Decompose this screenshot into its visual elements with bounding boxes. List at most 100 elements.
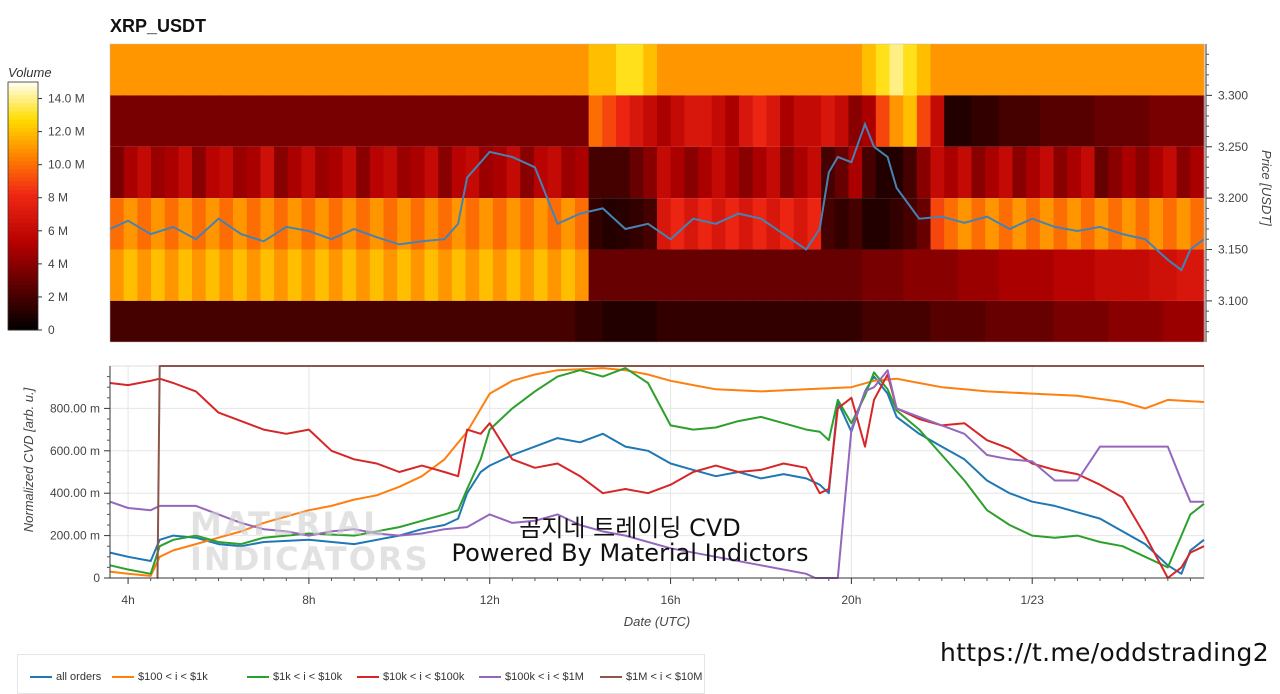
heatmap-cell — [561, 44, 576, 96]
heatmap-cell — [834, 44, 850, 96]
heatmap-cell — [274, 300, 289, 342]
heatmap-cell — [1190, 146, 1205, 199]
heatmap-cell — [164, 44, 179, 96]
heatmap-cell — [1053, 44, 1068, 96]
heatmap-cell — [1067, 249, 1082, 301]
heatmap-cell — [629, 249, 644, 301]
heatmap-frame — [109, 43, 1205, 343]
heatmap-cell — [342, 95, 357, 147]
heatmap-cell — [780, 198, 795, 250]
legend-item[interactable]: $100k < i < $1M — [479, 671, 584, 683]
heatmap-cell — [1176, 44, 1191, 96]
heatmap-cell — [848, 198, 863, 250]
heatmap-cell — [1149, 198, 1164, 250]
heatmap-cell — [287, 198, 303, 250]
heatmap-cell — [164, 146, 179, 199]
heatmap-cell — [1094, 146, 1109, 199]
colorbar-segment — [8, 255, 38, 261]
heatmap-cell — [520, 300, 535, 342]
colorbar-segment — [8, 123, 38, 128]
legend-item[interactable]: $1M < i < $10M — [600, 671, 702, 683]
heatmap-cell — [889, 249, 904, 301]
heatmap-cell — [1094, 300, 1109, 342]
heatmap-cell — [916, 198, 932, 250]
legend-label: all orders — [56, 671, 102, 683]
heatmap-cell — [123, 198, 138, 250]
legend-swatch — [357, 676, 379, 678]
heatmap-cell — [533, 44, 549, 96]
heatmap-cell — [862, 198, 877, 250]
heatmap-cell — [287, 44, 303, 96]
price-line — [109, 121, 1205, 272]
heatmap-cell — [930, 95, 945, 147]
heatmap-cell — [1135, 198, 1150, 250]
heatmap-cell — [1080, 44, 1096, 96]
price-axis-label: Price [USDT] — [1259, 150, 1274, 226]
heatmap-cell — [574, 300, 590, 342]
heatmap-cell — [438, 44, 453, 96]
heatmap-cell — [615, 44, 631, 96]
heatmap-cell — [875, 146, 891, 199]
colorbar-segment — [8, 218, 38, 224]
heatmap-cell — [533, 249, 549, 301]
legend-item[interactable]: $1k < i < $10k — [247, 671, 342, 683]
heatmap-cell — [465, 198, 480, 250]
heatmap-cell — [246, 198, 262, 250]
heatmap-cell — [889, 44, 904, 96]
heatmap-cell — [492, 300, 508, 342]
heatmap-cell — [465, 44, 480, 96]
heatmap-cell — [862, 300, 877, 342]
legend-item[interactable]: $10k < i < $100k — [357, 671, 464, 683]
heatmap-cell — [739, 146, 754, 199]
heatmap-cell — [725, 300, 740, 342]
legend-swatch — [30, 676, 52, 678]
heatmap-cell — [957, 300, 973, 342]
colorbar-segment — [8, 152, 38, 157]
heatmap-cell — [574, 146, 590, 199]
heatmap-cell — [356, 300, 371, 342]
colorbar-segment — [8, 230, 38, 236]
heatmap-cell — [725, 249, 740, 301]
heatmap-cell — [383, 300, 398, 342]
colorbar-segment — [8, 144, 38, 149]
colorbar-segment — [8, 263, 38, 269]
heatmap-cell — [862, 44, 877, 96]
heatmap-cell — [684, 198, 699, 250]
heatmap-cell — [315, 146, 330, 199]
heatmap-cell — [698, 300, 713, 342]
heatmap-cell — [192, 146, 207, 199]
heatmap-cell — [451, 300, 467, 342]
heatmap-cell — [1094, 249, 1109, 301]
heatmap-cell — [547, 95, 562, 147]
heatmap-cell — [356, 146, 371, 199]
heatmap-cell — [260, 300, 275, 342]
heatmap-cell — [520, 249, 535, 301]
legend-item[interactable]: all orders — [30, 671, 101, 683]
heatmap-cell — [1108, 249, 1123, 301]
heatmap-cell — [123, 44, 138, 96]
legend-item[interactable]: $100 < i < $1k — [112, 671, 208, 683]
heatmap-cell — [274, 146, 289, 199]
heatmap-cell — [998, 44, 1014, 96]
heatmap-cell — [903, 44, 918, 96]
heatmap-cell — [274, 198, 289, 250]
heatmap-cell — [971, 249, 986, 301]
heatmap-cell — [219, 146, 234, 199]
heatmap-cell — [342, 249, 357, 301]
colorbar-segment — [8, 251, 38, 257]
heatmap-cell — [301, 44, 316, 96]
colorbar-segment — [8, 172, 38, 178]
heatmap-cell — [451, 44, 467, 96]
colorbar-segment — [8, 301, 38, 306]
heatmap-cell — [110, 249, 125, 301]
telegram-link[interactable]: https://t.me/oddstrading2 — [940, 638, 1269, 667]
heatmap-cell — [369, 300, 385, 342]
heatmap-cell — [383, 95, 398, 147]
heatmap-cell — [602, 300, 617, 342]
colorbar-segment — [8, 90, 38, 95]
heatmap-cell — [711, 249, 726, 301]
heatmap-cell — [1190, 198, 1205, 250]
heatmap-cell — [1135, 95, 1150, 147]
colorbar-segment — [8, 313, 38, 319]
heatmap-cell — [725, 198, 740, 250]
